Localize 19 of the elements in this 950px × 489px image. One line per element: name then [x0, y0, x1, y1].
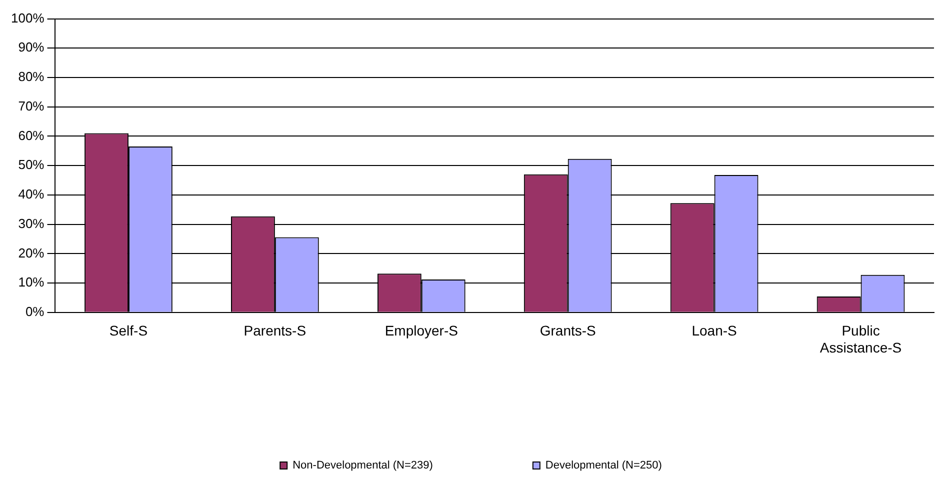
y-tick-label: 100%	[11, 10, 45, 26]
y-tick-label: 10%	[18, 274, 45, 290]
y-tick-label: 80%	[18, 69, 45, 84]
x-tick-label: Loan-S	[692, 322, 737, 339]
x-tick-label: Parents-S	[244, 322, 306, 339]
x-tick-label: Employer-S	[384, 322, 458, 339]
y-tick-label: 70%	[18, 98, 45, 114]
y-tick-label: 50%	[18, 157, 45, 172]
x-tick-label: Public Assistance-S	[820, 322, 902, 356]
legend-label: Non-Developmental (N=239)	[292, 460, 433, 472]
y-tick-label: 60%	[18, 128, 45, 143]
x-tick-label: Self-S	[109, 322, 148, 339]
x-tick-label: Grants-S	[540, 322, 596, 339]
y-tick-label: 30%	[18, 216, 45, 231]
y-tick-label: 90%	[18, 40, 45, 55]
legend-label: Developmental (N=250)	[545, 460, 662, 472]
y-tick-label: 0%	[25, 304, 45, 319]
y-tick-label: 20%	[18, 245, 45, 260]
y-tick-label: 40%	[18, 186, 45, 202]
